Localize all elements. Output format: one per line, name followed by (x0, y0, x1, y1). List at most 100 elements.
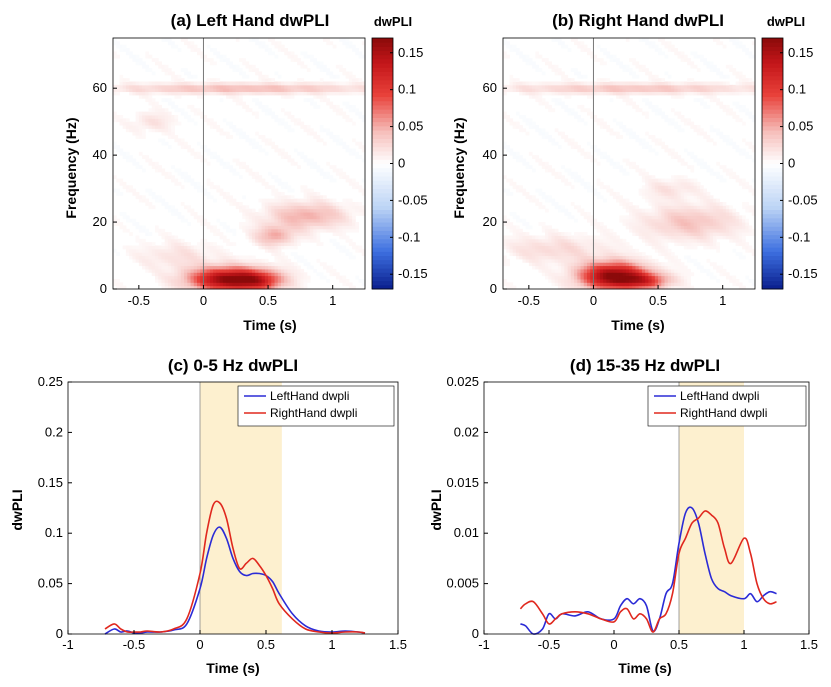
heatmap-cell (661, 278, 666, 283)
heatmap-cell (719, 175, 724, 180)
heatmap-cell (129, 54, 133, 59)
heatmap-cell (174, 265, 179, 270)
heatmap-cell (116, 148, 120, 153)
heatmap-cell (268, 212, 272, 216)
heatmap-cell (554, 88, 559, 93)
heatmap-cell (709, 195, 714, 200)
heatmap-cell (138, 135, 143, 139)
heatmap-cell (674, 238, 678, 243)
heatmap-cell (235, 38, 240, 42)
heatmap-cell (329, 198, 334, 203)
heatmap-cell (664, 178, 669, 183)
heatmap-cell (603, 228, 607, 233)
heatmap-cell (700, 235, 704, 240)
heatmap-cell (622, 98, 627, 103)
heatmap-cell (538, 205, 543, 210)
heatmap-cell (158, 61, 162, 66)
heatmap-cell (329, 205, 334, 210)
heatmap-cell (264, 212, 269, 216)
heatmap-cell (323, 215, 327, 220)
heatmap-cell (548, 248, 552, 253)
heatmap-cell (654, 262, 659, 267)
heatmap-cell (713, 198, 717, 203)
x-tick-label: 1 (329, 293, 336, 308)
heatmap-cell (535, 262, 540, 267)
heatmap-cell (187, 265, 192, 270)
heatmap-cell (235, 128, 240, 133)
heatmap-cell (258, 242, 263, 246)
heatmap-cell (599, 235, 604, 240)
heatmap-cell (725, 205, 730, 210)
heatmap-cell (700, 198, 704, 203)
heatmap-cell (616, 248, 620, 253)
heatmap-cell (164, 68, 169, 72)
heatmap-cell (693, 88, 698, 93)
heatmap-cell (590, 81, 594, 86)
heatmap-cell (335, 201, 340, 206)
heatmap-cell (348, 255, 353, 260)
heatmap-cell (612, 252, 617, 257)
heatmap-cell (116, 41, 120, 46)
heatmap-cell (358, 145, 363, 149)
heatmap-cell (580, 108, 585, 113)
heatmap-cell (632, 61, 636, 66)
heatmap-cell (219, 232, 224, 236)
heatmap-cell (570, 175, 575, 180)
heatmap-cell (683, 215, 688, 220)
heatmap-cell (564, 135, 569, 139)
heatmap-cell (687, 285, 691, 290)
heatmap-cell (158, 268, 162, 273)
heatmap-cell (187, 71, 192, 76)
heatmap-cell (300, 255, 305, 260)
heatmap-cell (219, 235, 224, 240)
heatmap-cell (515, 225, 520, 230)
heatmap-cell (281, 225, 285, 230)
heatmap-cell (599, 258, 604, 263)
heatmap-cell (509, 285, 514, 290)
heatmap-cell (641, 282, 646, 287)
heatmap-cell (142, 155, 146, 159)
heatmap-cell (512, 155, 517, 159)
heatmap-cell (335, 272, 340, 277)
heatmap-cell (355, 155, 360, 159)
heatmap-cell (313, 131, 318, 136)
heatmap-cell (281, 255, 285, 260)
heatmap-cell (306, 228, 311, 233)
heatmap-cell (557, 88, 562, 93)
heatmap-cell (142, 258, 146, 263)
heatmap-cell (641, 258, 646, 263)
heatmap-cell (548, 84, 552, 89)
heatmap-cell (284, 268, 288, 273)
heatmap-cell (593, 238, 598, 243)
heatmap-cell (303, 218, 308, 223)
heatmap-cell (677, 268, 682, 273)
heatmap-cell (271, 228, 276, 233)
heatmap-cell (696, 125, 701, 129)
heatmap-cell (661, 242, 666, 246)
heatmap-cell (680, 198, 685, 203)
heatmap-cell (138, 121, 143, 126)
heatmap-cell (693, 198, 698, 203)
heatmap-cell (226, 195, 230, 200)
heatmap-cell (151, 114, 156, 119)
heatmap-cell (164, 201, 169, 206)
panel-b-x-axis-label: Time (s) (611, 317, 664, 333)
heatmap-cell (671, 232, 675, 236)
colorbar-segment (372, 79, 393, 85)
heatmap-cell (580, 48, 585, 52)
heatmap-cell (564, 248, 569, 253)
heatmap-cell (358, 245, 363, 250)
heatmap-cell (719, 178, 724, 183)
heatmap-cell (713, 81, 717, 86)
heatmap-cell (709, 228, 714, 233)
heatmap-cell (629, 222, 633, 226)
heatmap-cell (622, 88, 627, 93)
heatmap-cell (226, 272, 230, 277)
heatmap-cell (184, 141, 188, 146)
heatmap-cell (129, 252, 133, 257)
heatmap-cell (651, 181, 656, 186)
heatmap-cell (352, 255, 356, 260)
heatmap-cell (661, 191, 666, 196)
heatmap-cell (651, 78, 656, 83)
heatmap-cell (293, 272, 298, 277)
